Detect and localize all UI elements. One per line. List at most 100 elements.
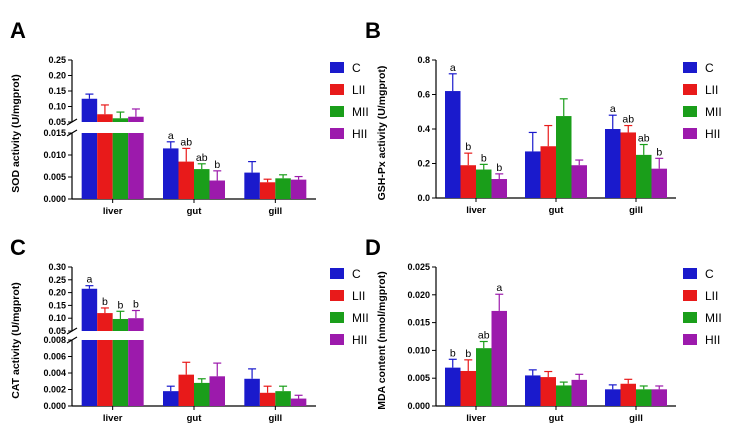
y-tick-label: 0.015	[407, 318, 430, 328]
significance-label: b	[465, 348, 471, 360]
bar	[605, 389, 621, 406]
legend: C LII MII HII	[683, 267, 722, 347]
bar	[178, 374, 194, 406]
legend-swatch	[683, 62, 697, 73]
bar	[525, 375, 541, 406]
panel-letter: D	[365, 235, 381, 260]
bar	[491, 310, 507, 406]
legend-label: HII	[705, 333, 720, 347]
bar	[81, 340, 98, 406]
legend-label: C	[705, 267, 714, 281]
significance-label: a	[168, 130, 174, 142]
legend-swatch	[683, 128, 697, 139]
y-tick-label: 0.05	[48, 326, 66, 336]
legend-swatch	[330, 128, 344, 139]
significance-label: ab	[622, 114, 634, 126]
panel-letter: B	[365, 18, 381, 43]
y-tick-label: 0.20	[48, 71, 66, 81]
bar	[620, 132, 636, 198]
legend-label: LII	[705, 83, 718, 97]
significance-label: b	[133, 299, 139, 311]
y-tick-label: 0.005	[43, 172, 66, 182]
y-tick-label: 0.15	[48, 86, 66, 96]
y-tick-label: 0.2	[417, 159, 430, 169]
bar	[259, 182, 276, 199]
y-tick-label: 0.004	[43, 368, 66, 378]
bar	[556, 385, 572, 406]
bar	[97, 313, 113, 331]
y-tick-label: 0.10	[48, 313, 66, 323]
bar	[194, 382, 210, 406]
bar	[244, 378, 260, 406]
bar	[290, 398, 307, 406]
significance-label: b	[656, 146, 662, 158]
legend-label: HII	[352, 333, 367, 347]
legend-label: HII	[705, 127, 720, 141]
significance-label: ab	[478, 330, 490, 342]
bar	[476, 348, 492, 406]
bar	[275, 178, 291, 199]
significance-label: b	[465, 141, 471, 153]
bar	[112, 340, 129, 406]
bar	[112, 133, 129, 199]
y-tick-label: 0.6	[417, 90, 430, 100]
significance-label: a	[496, 282, 502, 294]
legend-label: LII	[352, 289, 365, 303]
y-tick-label: 0.006	[43, 352, 66, 362]
y-tick-label: 0.4	[417, 124, 430, 134]
y-tick-label: 0.020	[407, 290, 430, 300]
bar	[178, 161, 194, 199]
bar	[571, 165, 587, 198]
bar	[163, 391, 179, 406]
bar	[460, 370, 476, 406]
y-tick-label: 0.008	[43, 335, 66, 345]
legend-swatch	[330, 312, 344, 323]
significance-label: b	[496, 162, 502, 174]
x-category-label: gill	[268, 413, 282, 424]
significance-label: a	[610, 103, 616, 115]
bar	[112, 118, 129, 122]
bar	[476, 169, 492, 198]
bar	[112, 318, 129, 331]
legend-label: HII	[352, 127, 367, 141]
bar	[620, 383, 636, 406]
legend-label: LII	[352, 83, 365, 97]
y-axis-title: GSH-Px activity (U/mgprot)	[376, 66, 388, 201]
legend-label: C	[705, 61, 714, 75]
y-tick-label: 0.005	[407, 373, 430, 383]
bar	[460, 165, 476, 198]
y-tick-label: 0.10	[48, 102, 66, 112]
y-tick-label: 0.25	[48, 55, 66, 65]
x-category-label: gut	[549, 413, 565, 424]
legend-label: MII	[705, 311, 722, 325]
bar	[525, 151, 541, 198]
legend-swatch	[330, 84, 344, 95]
y-axis-title: CAT activity (U/mgprot)	[10, 282, 22, 398]
legend: C LII MII HII	[330, 267, 369, 347]
legend-label: MII	[352, 311, 369, 325]
bar	[651, 168, 667, 198]
y-axis-title: MDA content (nmol/mgprot)	[376, 271, 388, 409]
bar	[605, 129, 621, 198]
y-tick-label: 0.000	[43, 401, 66, 411]
legend-swatch	[683, 290, 697, 301]
axis-break-mark	[66, 129, 78, 137]
y-tick-label: 0.025	[407, 262, 430, 272]
significance-label: a	[450, 62, 456, 74]
bar	[636, 389, 652, 406]
axis-break-mark	[66, 118, 78, 126]
panel-letter: C	[10, 235, 26, 260]
bar	[259, 392, 276, 406]
bar	[97, 133, 113, 199]
significance-label: b	[102, 296, 108, 308]
significance-label: b	[450, 347, 456, 359]
significance-label: ab	[638, 133, 650, 145]
legend-label: MII	[705, 105, 722, 119]
bar	[571, 379, 587, 406]
legend-swatch	[330, 106, 344, 117]
legend-swatch	[330, 290, 344, 301]
x-category-label: gill	[629, 205, 643, 216]
